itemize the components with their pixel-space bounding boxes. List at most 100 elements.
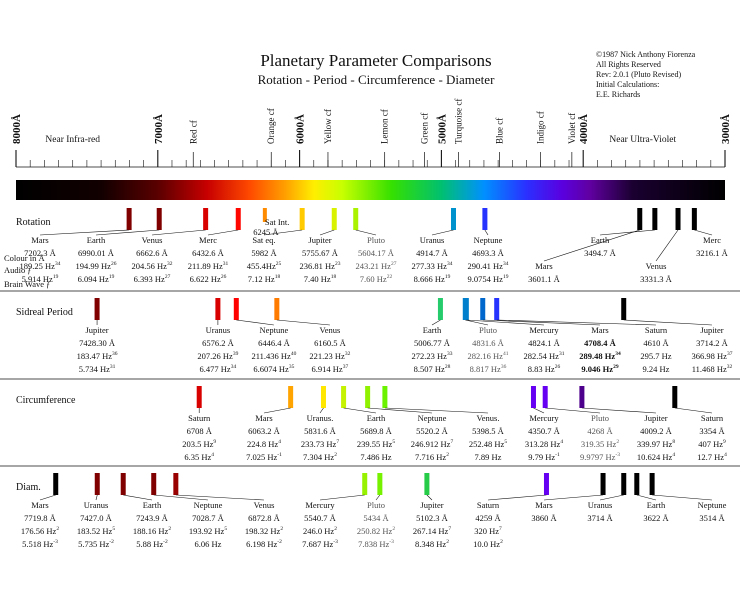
spectrum-bar	[543, 473, 549, 495]
audio-frequency: 319.35 Hz2	[581, 439, 619, 449]
leader-line	[581, 407, 657, 414]
wavelength-value: 7243.9 Å	[136, 513, 169, 523]
spectrum-bar	[341, 386, 347, 408]
planet-label: Neptune	[418, 413, 447, 423]
brainwave-frequency: 5.518 Hz-3	[22, 539, 58, 549]
spectrum-bar	[530, 386, 536, 408]
audio-frequency: 282.16 Hz41	[468, 351, 509, 361]
brainwave-frequency: 7.486 Hz	[360, 452, 391, 462]
wavelength-value: 3601.1 Å	[528, 274, 561, 284]
leader-line	[431, 229, 454, 236]
audio-frequency: 221.23 Hz32	[309, 351, 350, 361]
brainwave-frequency: 6.35 Hz4	[184, 452, 214, 462]
planet-label: Jupiter	[644, 413, 667, 423]
spectrum-bar	[382, 386, 388, 408]
wavelength-value: 5006.77 Å	[414, 338, 451, 348]
spectrum-bar	[494, 298, 500, 320]
brainwave-frequency: 10.624 Hz4	[637, 452, 675, 462]
brainwave-frequency: 7.838 Hz-3	[358, 539, 394, 549]
leader-line	[484, 229, 489, 236]
brainwave-frequency: 5.914 Hz19	[22, 274, 59, 284]
wavelength-value: 4831.6 Å	[472, 338, 505, 348]
planet-label: Neptune	[474, 235, 503, 245]
copyright-line: E.E. Richards	[596, 90, 640, 99]
planet-label: Pluto	[479, 325, 497, 335]
wavelength-value: 3514 Å	[699, 513, 725, 523]
spectrum-bar	[675, 208, 681, 230]
planet-label: Earth	[423, 325, 442, 335]
row-label: Colour in Å	[4, 253, 45, 263]
audio-frequency: 194.99 Hz26	[76, 261, 117, 271]
wavelength-value: 5434 Å	[363, 513, 389, 523]
brainwave-frequency: 7.12 Hz18	[248, 274, 281, 284]
spectrum-bar	[482, 208, 488, 230]
leader-line	[465, 319, 489, 326]
brainwave-frequency: 6.393 Hz27	[134, 274, 171, 284]
planet-label: Jupiter	[700, 325, 723, 335]
section-1: Sidreal Period Jupiter 7428.30 Å 183.47 Hz3…	[0, 290, 740, 374]
spectrum-bar	[233, 298, 239, 320]
copyright-block: ©1987 Nick Anthony Fiorenza All Rights R…	[596, 50, 696, 99]
audio-frequency: 243.21 Hz27	[356, 261, 397, 271]
wavelength-value: 5540.7 Å	[304, 513, 337, 523]
leader-line	[482, 319, 601, 326]
brainwave-frequency: 6.06 Hz	[195, 539, 222, 549]
brainwave-frequency: 9.79 Hz-1	[528, 452, 560, 462]
brainwave-frequency: 6.622 Hz26	[190, 274, 227, 284]
leader-line	[623, 319, 713, 326]
wavelength-value: 6063.2 Å	[248, 426, 281, 436]
wavelength-value: 6872.8 Å	[248, 513, 281, 523]
spectrum-bar	[649, 473, 655, 495]
leader-line	[263, 229, 303, 236]
leader-line	[276, 319, 330, 326]
spectrum-bar	[600, 473, 606, 495]
axis-tick-label: 3000Å	[720, 114, 732, 144]
planet-label: Mercury	[305, 500, 335, 510]
wavelength-value: 3714 Å	[587, 513, 613, 523]
brainwave-frequency: 5.88 Hz-2	[136, 539, 168, 549]
wavelength-value: 6708 Å	[187, 426, 213, 436]
wavelength-value: 7427.0 Å	[80, 513, 113, 523]
spectrum-bar	[274, 298, 280, 320]
section-3: Diam. Mars 7719.8 Å 176.56 Hz2 5.518 Hz-3 Ura…	[0, 465, 740, 549]
leader-line	[543, 494, 604, 501]
brainwave-frequency: 7.025 Hz-1	[246, 452, 282, 462]
brainwave-frequency: 7.89 Hz	[475, 452, 502, 462]
planet-label: Saturn	[645, 325, 668, 335]
leader-line	[545, 407, 601, 414]
wavelength-value: 6432.6 Å	[192, 248, 225, 258]
color-name-label: Red cf	[188, 120, 198, 144]
audio-frequency: 252.48 Hz5	[469, 439, 507, 449]
planet-label: Saturn	[701, 413, 724, 423]
leader-line	[636, 494, 657, 501]
planet-label: Pluto	[591, 413, 609, 423]
brainwave-frequency: 6.914 Hz37	[312, 364, 349, 374]
brainwave-frequency: 10.0 Hz2	[473, 539, 503, 549]
leader-line	[543, 229, 640, 262]
spectrum-bar	[362, 473, 368, 495]
leader-line	[123, 494, 153, 501]
brainwave-frequency: 7.40 Hz18	[304, 274, 337, 284]
axis-tick-label: 8000Å	[11, 114, 23, 144]
audio-frequency: 295.7 Hz	[640, 351, 671, 361]
audio-frequency: 176.56 Hz2	[21, 526, 59, 536]
audio-frequency: 198.32 Hz2	[245, 526, 283, 536]
planet-label: Earth	[647, 500, 666, 510]
spectrum-bar	[542, 386, 548, 408]
audio-frequency: 193.92 Hz5	[189, 526, 227, 536]
spectrum-bar	[94, 298, 100, 320]
spectrum-bar	[262, 208, 267, 222]
planet-label: Neptune	[259, 325, 288, 335]
audio-frequency: 320 Hz7	[474, 526, 502, 536]
wavelength-value: 6446.4 Å	[258, 338, 291, 348]
leader-line	[487, 494, 547, 501]
spectrum-bar	[672, 386, 678, 408]
wavelength-value: 6160.5 Å	[314, 338, 347, 348]
brainwave-frequency: 9.24 Hz	[643, 364, 670, 374]
brainwave-frequency: 8.507 Hz28	[414, 364, 451, 374]
wavelength-value: 4009.2 Å	[640, 426, 673, 436]
planet-label: Uranus.	[307, 413, 334, 423]
audio-frequency: 313.28 Hz4	[525, 439, 563, 449]
wavelength-value: 5102.3 Å	[416, 513, 449, 523]
leader-line	[343, 407, 377, 414]
